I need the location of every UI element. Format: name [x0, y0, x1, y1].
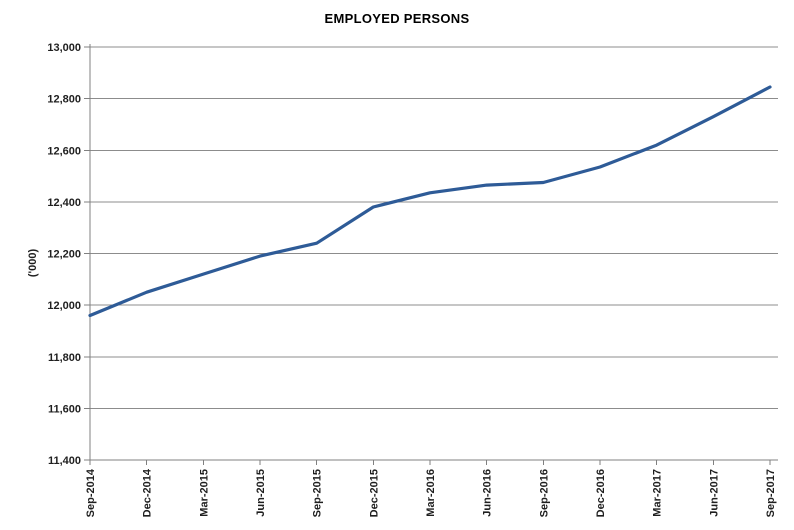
y-tick-label: 11,800 [48, 352, 81, 364]
x-tick-label: Sep-2015 [312, 469, 324, 517]
x-tick-label: Dec-2014 [142, 468, 154, 517]
y-tick-label: 12,400 [47, 197, 81, 209]
x-tick-label: Dec-2016 [595, 469, 607, 517]
y-tick-label: 12,600 [47, 145, 81, 157]
y-tick-label: 11,400 [48, 455, 81, 467]
x-tick-label: Mar-2017 [652, 469, 664, 517]
y-tick-label: 12,200 [47, 249, 81, 261]
x-tick-label: Sep-2017 [765, 469, 777, 517]
x-tick-label: Mar-2015 [198, 469, 210, 517]
chart-title: EMPLOYED PERSONS [324, 11, 470, 26]
y-tick-label: 13,000 [47, 42, 81, 54]
x-tick-label: Jun-2017 [708, 469, 720, 517]
x-tick-label: Jun-2015 [255, 469, 267, 517]
x-tick-label: Dec-2015 [368, 469, 380, 517]
x-tick-label: Mar-2016 [425, 469, 437, 517]
y-tick-label: 12,800 [47, 94, 81, 106]
y-tick-label: 11,600 [48, 403, 81, 415]
employed-persons-series-line [88, 85, 772, 318]
y-tick-label: 12,000 [47, 300, 81, 312]
x-tick-label: Sep-2016 [538, 469, 550, 517]
x-tick-labels: Sep-2014 Dec-2014 Mar-2015 Jun-2015 Sep-2015… [85, 460, 777, 517]
x-tick-label: Jun-2016 [482, 469, 494, 517]
y-axis-unit-label: ('000) [27, 248, 39, 278]
horizontal-gridlines [90, 46, 778, 461]
x-tick-label: Sep-2014 [85, 468, 97, 517]
y-tick-labels: 11,400 11,600 11,800 12,000 12,200 12,400 12,6… [47, 42, 90, 467]
